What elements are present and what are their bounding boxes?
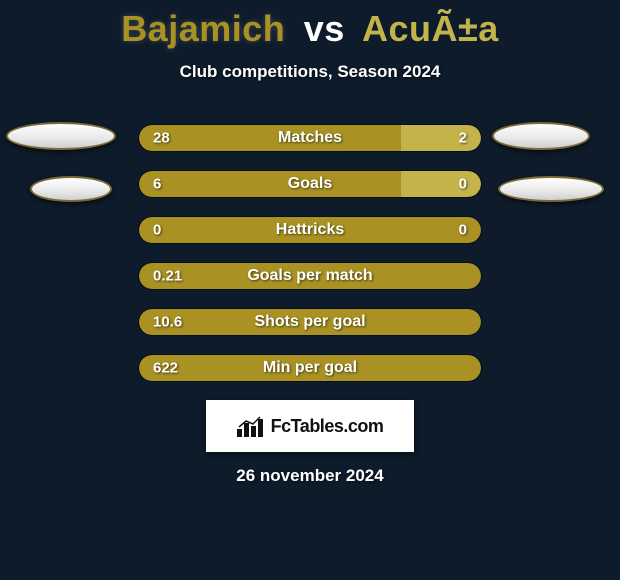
left-avatar-ellipse — [30, 176, 112, 202]
stat-value-right: 2 — [459, 130, 467, 147]
vs-text: vs — [304, 8, 345, 49]
right-avatar-ellipse — [498, 176, 604, 202]
bars-icon — [237, 415, 265, 437]
stat-label: Min per goal — [263, 359, 357, 377]
stat-value-right: 0 — [459, 176, 467, 193]
stat-fill-left — [139, 125, 401, 151]
stat-value-right: 0 — [459, 222, 467, 239]
logo-text: FcTables.com — [271, 416, 384, 437]
right-avatar-ellipse — [492, 122, 590, 150]
player2-name: AcuÃ±a — [362, 8, 499, 49]
stat-fill-left — [139, 171, 401, 197]
stat-row: Goals 6 0 — [138, 170, 482, 198]
stat-row: Matches 28 2 — [138, 124, 482, 152]
left-avatar-ellipse — [6, 122, 116, 150]
stat-fill-right — [401, 171, 481, 197]
comparison-title: Bajamich vs AcuÃ±a — [0, 0, 620, 50]
stats-container: Matches 28 2 Goals 6 0 Hattricks 0 0 Goals per ma… — [138, 124, 482, 382]
stat-label: Shots per goal — [254, 313, 365, 331]
stat-value-left: 28 — [153, 130, 170, 147]
stat-value-left: 622 — [153, 360, 178, 377]
stat-value-left: 0 — [153, 222, 161, 239]
fctables-logo: FcTables.com — [206, 400, 414, 452]
stat-fill-right — [401, 125, 481, 151]
stat-label: Matches — [278, 129, 342, 147]
stat-label: Goals — [288, 175, 332, 193]
date-text: 26 november 2024 — [0, 466, 620, 486]
stat-label: Goals per match — [247, 267, 372, 285]
stat-value-left: 6 — [153, 176, 161, 193]
stat-row: Goals per match 0.21 — [138, 262, 482, 290]
stat-row: Shots per goal 10.6 — [138, 308, 482, 336]
stat-value-left: 0.21 — [153, 268, 182, 285]
stat-label: Hattricks — [276, 221, 344, 239]
stat-row: Min per goal 622 — [138, 354, 482, 382]
subtitle: Club competitions, Season 2024 — [0, 62, 620, 82]
stat-value-left: 10.6 — [153, 314, 182, 331]
stat-row: Hattricks 0 0 — [138, 216, 482, 244]
player1-name: Bajamich — [121, 8, 285, 49]
